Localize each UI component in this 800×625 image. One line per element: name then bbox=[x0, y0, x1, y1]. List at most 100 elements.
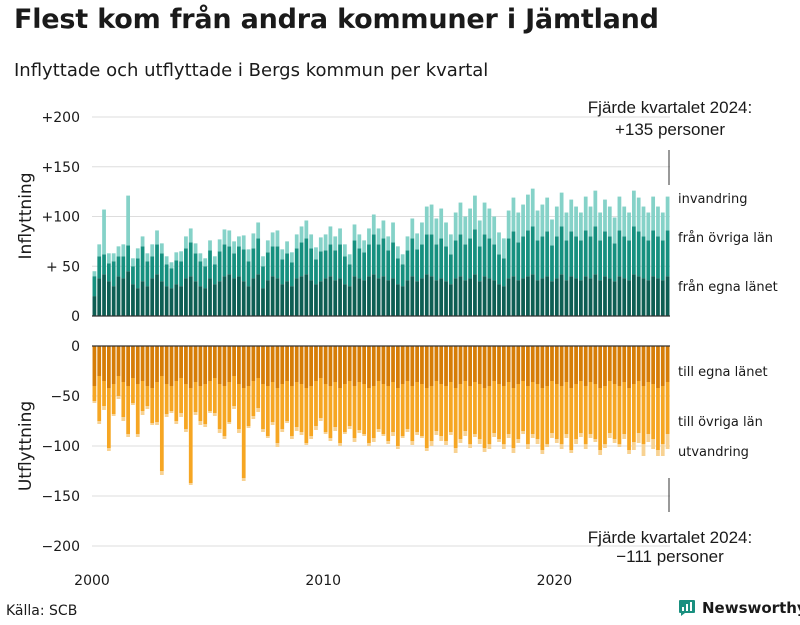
bar-in-1-10 bbox=[140, 246, 145, 282]
bar-out-1-53 bbox=[347, 381, 352, 426]
bar-out-1-62 bbox=[391, 382, 395, 432]
bar-out-0-83 bbox=[492, 346, 497, 381]
bar-out-2-31 bbox=[241, 478, 246, 481]
bar-in-1-57 bbox=[367, 244, 371, 277]
bar-in-1-3 bbox=[106, 263, 111, 282]
ytick-label-bottom: −150 bbox=[42, 489, 80, 505]
bar-out-1-56 bbox=[362, 384, 367, 434]
bar-out-0-97 bbox=[559, 346, 564, 386]
bar-out-1-46 bbox=[314, 381, 318, 426]
bar-out-2-76 bbox=[458, 439, 463, 443]
bar-out-0-38 bbox=[275, 346, 280, 388]
bar-in-2-5 bbox=[116, 246, 121, 257]
bar-out-1-86 bbox=[506, 382, 511, 434]
bar-in-0-63 bbox=[395, 284, 400, 316]
bar-out-2-10 bbox=[140, 411, 145, 415]
bar-out-2-43 bbox=[299, 432, 304, 435]
bar-in-2-68 bbox=[420, 222, 424, 245]
bar-in-1-71 bbox=[434, 244, 439, 281]
bar-in-1-95 bbox=[550, 245, 554, 282]
bar-in-0-85 bbox=[501, 286, 506, 316]
bar-in-1-96 bbox=[554, 236, 559, 279]
bar-in-2-17 bbox=[174, 252, 179, 261]
bar-out-1-87 bbox=[511, 388, 516, 448]
ytick-label-bottom: −100 bbox=[42, 439, 80, 455]
bar-out-2-111 bbox=[627, 450, 631, 454]
bar-out-0-56 bbox=[362, 346, 367, 384]
bar-in-2-39 bbox=[280, 249, 285, 260]
bar-out-0-31 bbox=[241, 346, 246, 388]
bar-out-0-114 bbox=[641, 346, 646, 386]
bar-in-2-79 bbox=[473, 195, 477, 230]
bar-out-1-51 bbox=[338, 388, 342, 443]
bar-in-1-18 bbox=[179, 261, 183, 287]
bar-in-1-45 bbox=[309, 248, 314, 281]
xtick-label: 2020 bbox=[537, 573, 573, 589]
bar-in-2-90 bbox=[526, 194, 530, 231]
bar-out-0-37 bbox=[270, 346, 275, 382]
bar-out-1-57 bbox=[367, 388, 371, 443]
bar-out-0-92 bbox=[535, 346, 540, 384]
bar-in-1-64 bbox=[400, 264, 405, 287]
bar-out-0-87 bbox=[511, 346, 516, 388]
bar-in-1-8 bbox=[131, 266, 135, 285]
bar-in-0-43 bbox=[299, 276, 304, 316]
bar-in-0-46 bbox=[314, 284, 318, 316]
chart-title: Flest kom från andra kommuner i Jämtland bbox=[14, 4, 659, 35]
bar-in-2-44 bbox=[304, 220, 309, 239]
bar-out-0-98 bbox=[564, 346, 569, 382]
bar-out-2-119 bbox=[665, 434, 670, 449]
bar-in-2-12 bbox=[150, 244, 155, 257]
bar-in-2-66 bbox=[410, 218, 415, 239]
bar-in-1-35 bbox=[261, 266, 265, 289]
bar-out-1-40 bbox=[285, 381, 289, 421]
bar-in-0-79 bbox=[473, 274, 477, 316]
bar-out-2-33 bbox=[251, 416, 256, 419]
bar-out-1-71 bbox=[434, 381, 439, 431]
bar-in-1-91 bbox=[530, 226, 535, 275]
bar-in-0-86 bbox=[506, 278, 511, 316]
bar-out-2-103 bbox=[588, 434, 593, 438]
bar-out-0-36 bbox=[265, 346, 270, 386]
bar-in-1-114 bbox=[641, 236, 646, 279]
grid-inflyttning bbox=[92, 116, 670, 267]
bar-out-0-51 bbox=[338, 346, 342, 388]
bar-in-1-59 bbox=[376, 244, 381, 279]
bar-in-0-23 bbox=[203, 288, 208, 316]
bar-out-0-4 bbox=[111, 346, 116, 384]
bar-out-1-113 bbox=[636, 381, 641, 433]
bar-in-0-111 bbox=[627, 280, 631, 316]
bar-in-2-57 bbox=[367, 228, 371, 245]
bar-in-1-34 bbox=[256, 238, 261, 275]
bar-out-1-38 bbox=[275, 388, 280, 443]
bar-in-2-11 bbox=[145, 253, 150, 262]
bar-out-1-106 bbox=[603, 386, 607, 444]
bar-out-2-117 bbox=[656, 450, 660, 456]
bar-out-2-93 bbox=[540, 450, 545, 454]
bar-out-2-50 bbox=[333, 427, 338, 431]
bar-out-0-81 bbox=[482, 346, 487, 388]
bar-out-1-1 bbox=[97, 376, 102, 421]
bar-in-2-24 bbox=[208, 240, 212, 251]
bar-out-2-57 bbox=[367, 443, 371, 446]
bar-in-0-44 bbox=[304, 274, 309, 316]
bar-out-2-14 bbox=[159, 471, 164, 475]
bar-out-0-23 bbox=[203, 346, 208, 384]
bar-out-0-93 bbox=[540, 346, 545, 388]
bar-in-0-48 bbox=[323, 278, 328, 316]
ylabel-utflyttning: Utflyttning bbox=[16, 401, 36, 491]
bar-in-0-96 bbox=[554, 278, 559, 316]
bar-in-1-49 bbox=[328, 244, 333, 277]
ytick-label-bottom: −200 bbox=[42, 539, 80, 555]
bar-out-2-100 bbox=[574, 439, 578, 444]
bar-in-1-116 bbox=[651, 230, 656, 277]
bar-in-2-45 bbox=[309, 234, 314, 249]
bar-out-2-53 bbox=[347, 426, 352, 429]
bar-in-0-113 bbox=[636, 276, 641, 316]
bar-in-0-94 bbox=[545, 276, 550, 316]
bar-in-1-97 bbox=[559, 226, 564, 275]
bar-out-2-47 bbox=[318, 418, 323, 421]
bar-out-1-100 bbox=[574, 384, 578, 439]
bar-out-0-80 bbox=[477, 346, 482, 384]
